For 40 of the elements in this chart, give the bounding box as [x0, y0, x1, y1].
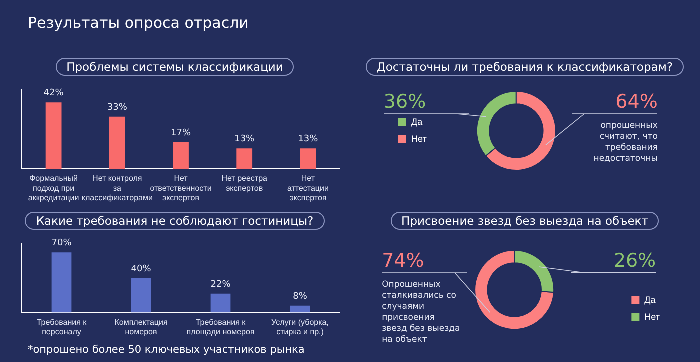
data-label: 13%	[234, 134, 256, 145]
data-label: 40%	[131, 264, 152, 274]
chart-title: Присвоение звезд без выезда на объект	[390, 212, 660, 230]
legend-label: Да	[644, 294, 656, 305]
bar	[131, 278, 152, 313]
x-tick-label: Комплектация номеров	[114, 318, 168, 336]
data-label: 22%	[210, 280, 232, 290]
text: Результаты опроса отрасли	[28, 14, 249, 32]
text: опрошенных считают, что требования недостаточны	[594, 121, 658, 164]
bar	[46, 102, 62, 170]
data-label: 64%	[616, 91, 658, 113]
x-tick-label: Нет аттестации экспертов	[287, 174, 329, 202]
bar	[290, 306, 310, 313]
data-label: 36%	[384, 91, 426, 113]
data-label: 13%	[298, 134, 319, 145]
bar	[109, 116, 126, 170]
x-tick-label: Нет реестра экспертов	[222, 174, 268, 193]
data-label: 42%	[44, 88, 64, 99]
data-label: 33%	[107, 102, 128, 113]
data-label: 26%	[614, 250, 656, 272]
x-tick-label: Формальный подход при аккредитации	[28, 174, 80, 202]
data-label: 8%	[293, 292, 308, 302]
x-tick-label: Услуги (уборка, стирка и пр.)	[272, 318, 329, 336]
chart-title: Проблемы системы классификации	[56, 58, 294, 76]
text: *опрошено более 50 ключевых участников рынка	[28, 344, 305, 356]
legend-label: Да	[412, 116, 423, 127]
bar	[236, 148, 253, 170]
data-label: 70%	[52, 238, 72, 249]
data-label: 17%	[170, 128, 192, 138]
x-tick-label: Требования к площади номеров	[186, 318, 255, 336]
chart-title: Достаточны ли требования к классификаторам?	[366, 58, 684, 76]
text: Опрошенных сталкивались со случаями присвоения звезд без выезда на объект	[382, 280, 460, 345]
legend-label: Нет	[412, 134, 427, 144]
bar	[173, 142, 189, 170]
x-tick-label: Требования к персоналу	[36, 318, 88, 336]
data-label: 74%	[382, 250, 424, 272]
chart-title: Какие требования не соблюдают гостиницы?	[25, 212, 325, 230]
bar	[52, 252, 72, 313]
bar	[210, 294, 231, 313]
bar	[300, 148, 316, 170]
